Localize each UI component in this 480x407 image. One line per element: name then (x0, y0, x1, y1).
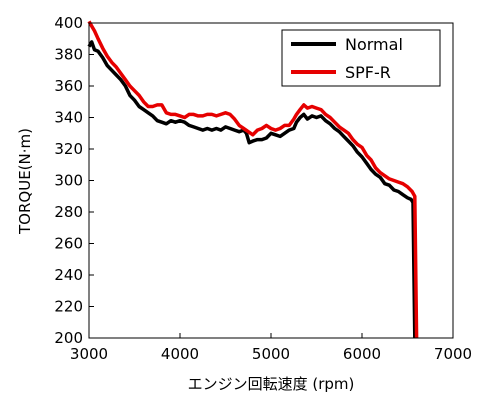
y-tick-label-260: 260 (54, 235, 83, 253)
y-tick-label-280: 280 (54, 203, 83, 221)
legend-label-spf-r: SPF-R (345, 63, 391, 82)
x-tick-label-3000: 3000 (70, 345, 108, 363)
y-tick-label-240: 240 (54, 266, 83, 284)
y-axis-title: TORQUE(N·m) (16, 128, 34, 235)
legend-box (281, 29, 441, 87)
y-tick-label-300: 300 (54, 172, 83, 190)
y-tick-label-320: 320 (54, 140, 83, 158)
series-line-normal (87, 40, 417, 339)
legend: Normal SPF-R (281, 29, 441, 87)
y-tick-label-340: 340 (54, 109, 83, 127)
tick-layer: 200 220 240 260 280 300 320 340 360 380 400 3000 400… (54, 14, 472, 363)
legend-label-normal: Normal (345, 35, 403, 54)
y-tick-label-200: 200 (54, 329, 83, 347)
y-tick-label-380: 380 (54, 46, 83, 64)
series-line-spf-r (87, 20, 419, 339)
x-tick-label-5000: 5000 (252, 345, 290, 363)
series-layer (87, 20, 419, 339)
y-tick-label-360: 360 (54, 77, 83, 95)
x-tick-label-7000: 7000 (434, 345, 472, 363)
x-tick-label-4000: 4000 (161, 345, 199, 363)
y-tick-label-400: 400 (54, 14, 83, 32)
y-tick-label-220: 220 (54, 298, 83, 316)
x-axis-title: エンジン回転速度 (rpm) (188, 375, 355, 393)
x-tick-label-6000: 6000 (343, 345, 381, 363)
